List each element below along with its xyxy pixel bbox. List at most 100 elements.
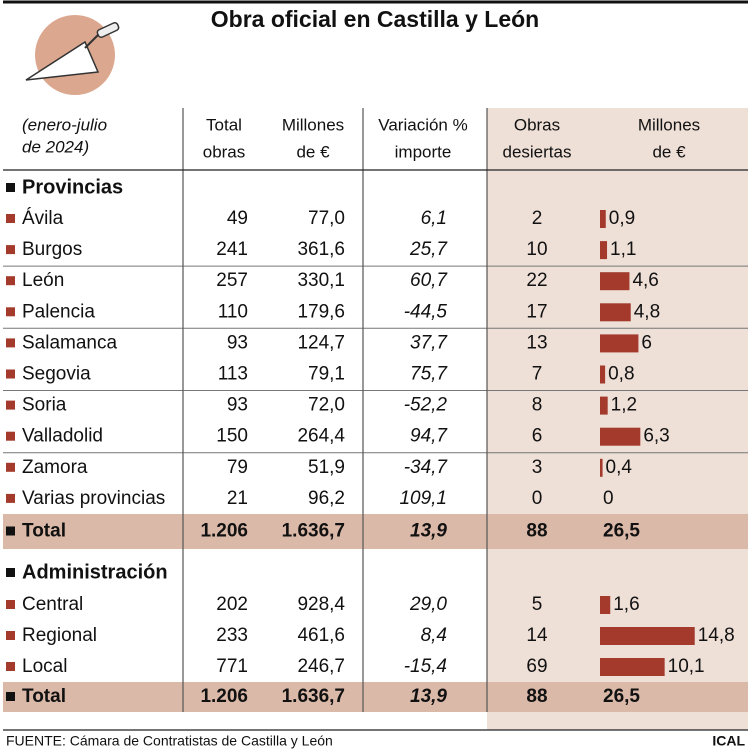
bullet	[6, 431, 15, 441]
title: Obra oficial en Castilla y León	[211, 6, 539, 32]
cell: 25,7	[409, 239, 448, 260]
rules	[3, 108, 748, 731]
column-header: Total	[206, 115, 242, 134]
cell: 202	[216, 594, 248, 615]
cell: 6,1	[421, 208, 447, 229]
bar	[600, 596, 611, 614]
period-note: (enero-julio	[22, 115, 107, 134]
bar-label: 4,6	[632, 270, 658, 291]
bullet	[6, 568, 15, 577]
cell: 257	[216, 270, 248, 291]
cell: 72,0	[308, 395, 345, 416]
total-cell: 1.206	[200, 686, 248, 707]
total-cell: 1.636,7	[282, 686, 345, 707]
row-label: León	[22, 270, 64, 291]
cell: 6	[532, 426, 543, 447]
bar	[600, 396, 608, 415]
cell: 69	[526, 656, 547, 677]
cell: 79,1	[308, 364, 345, 385]
row-label: Central	[22, 594, 83, 615]
cell: 150	[216, 426, 248, 447]
cell: 109,1	[399, 488, 447, 509]
cell: 928,4	[297, 594, 345, 615]
cell: 771	[216, 656, 248, 677]
bullet	[6, 600, 15, 609]
row-label: Ávila	[22, 208, 64, 229]
bar-label: 1,2	[611, 395, 637, 416]
column-header: Millones	[282, 115, 344, 134]
cell: 113	[218, 364, 248, 385]
column-header: obras	[203, 142, 246, 161]
bullet	[6, 526, 15, 536]
row-label: Local	[22, 656, 67, 677]
cell: 93	[227, 395, 248, 416]
cell: 37,7	[410, 332, 448, 353]
column-header: de €	[296, 142, 330, 161]
bar	[600, 627, 695, 645]
bar-label: 1,6	[613, 594, 639, 615]
cell: 75,7	[410, 364, 448, 385]
bullet	[6, 692, 15, 701]
cell: 461,6	[297, 625, 345, 646]
cell: 264,4	[297, 426, 345, 447]
bar-label: 4,8	[634, 301, 660, 322]
row-label: Varias provincias	[22, 488, 165, 509]
cell: -44,5	[404, 301, 448, 322]
total-label: Total	[22, 686, 66, 707]
total-cell: 1.206	[200, 521, 248, 542]
bar	[600, 365, 606, 384]
bullet	[6, 400, 15, 410]
cell: 96,2	[308, 488, 345, 509]
cell: 94,7	[410, 426, 448, 447]
cell: 110	[218, 301, 248, 322]
total-label: Total	[22, 521, 66, 542]
bullet	[6, 276, 15, 286]
column-header: de €	[652, 142, 686, 161]
bullet	[6, 307, 15, 317]
total-cell: 13,9	[410, 686, 447, 707]
cell: 8	[532, 395, 543, 416]
total-cell: 88	[526, 521, 547, 542]
column-header: importe	[395, 142, 452, 161]
bar	[600, 210, 606, 228]
total-cell: 26,5	[603, 521, 640, 542]
bar-label: 14,8	[698, 625, 735, 646]
cell: -52,2	[404, 395, 448, 416]
cell: 7	[532, 364, 543, 385]
row-label: Salamanca	[22, 332, 117, 353]
cell: 179,6	[297, 301, 345, 322]
total-cell: 26,5	[603, 686, 640, 707]
cell: 2	[532, 208, 543, 229]
cell: -15,4	[404, 656, 447, 677]
cell: 124,7	[297, 332, 345, 353]
cell: 79	[227, 457, 248, 478]
bar	[600, 272, 630, 291]
cell: 8,4	[421, 625, 447, 646]
bullet	[6, 662, 15, 671]
cell: 241	[216, 239, 248, 260]
cell: 77,0	[308, 208, 345, 229]
bullet	[6, 183, 15, 192]
bar	[600, 241, 608, 260]
bar	[600, 658, 665, 676]
bar-label: 0,9	[609, 208, 635, 229]
cell: 3	[532, 457, 543, 478]
row-label: Zamora	[22, 457, 88, 478]
bar	[600, 303, 631, 322]
cell: 29,0	[409, 594, 447, 615]
bar-label: 0	[603, 488, 614, 509]
row-label: Regional	[22, 625, 97, 646]
column-header: desiertas	[503, 142, 572, 161]
bar-label: 0,8	[608, 364, 634, 385]
cell: 13	[526, 332, 547, 353]
column-header: Obras	[514, 115, 560, 134]
bar-label: 0,4	[606, 457, 633, 478]
bar	[600, 427, 641, 446]
cell: 51,9	[308, 457, 345, 478]
cell: 233	[216, 625, 248, 646]
total-cell: 88	[526, 686, 547, 707]
bullet	[6, 214, 15, 223]
row-label: Valladolid	[22, 426, 103, 447]
cell: 0	[532, 488, 543, 509]
